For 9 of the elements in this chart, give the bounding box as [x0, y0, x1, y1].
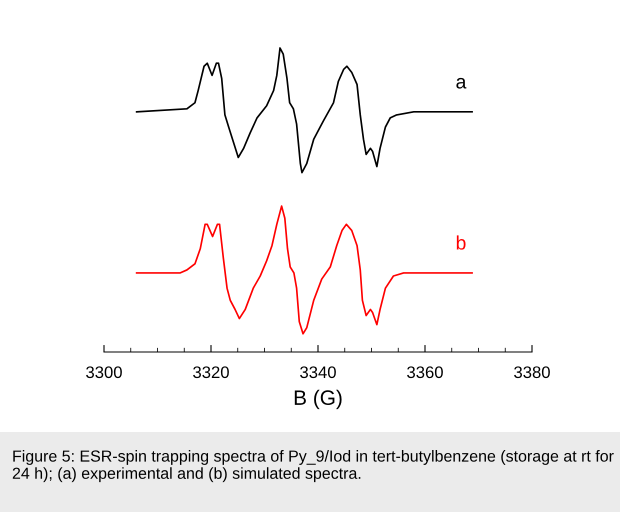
x-tick-label: 3360 — [407, 366, 443, 378]
caption: Figure 5: ESR-spin trapping spectra of Py_9/Iod in tert-butylbenzene (storage at rt for 24 h); (a) experimental and (b) simulated spectra. — [12, 450, 614, 482]
x-tick-label: 3320 — [193, 366, 229, 378]
x-tick-label: 3300 — [86, 366, 122, 378]
series-label: b — [456, 235, 466, 250]
x-tick-label: 3340 — [300, 366, 336, 378]
series-label: a — [456, 78, 466, 89]
x-axis-title: B (G) — [294, 390, 342, 410]
x-tick-label: 3380 — [514, 366, 550, 378]
